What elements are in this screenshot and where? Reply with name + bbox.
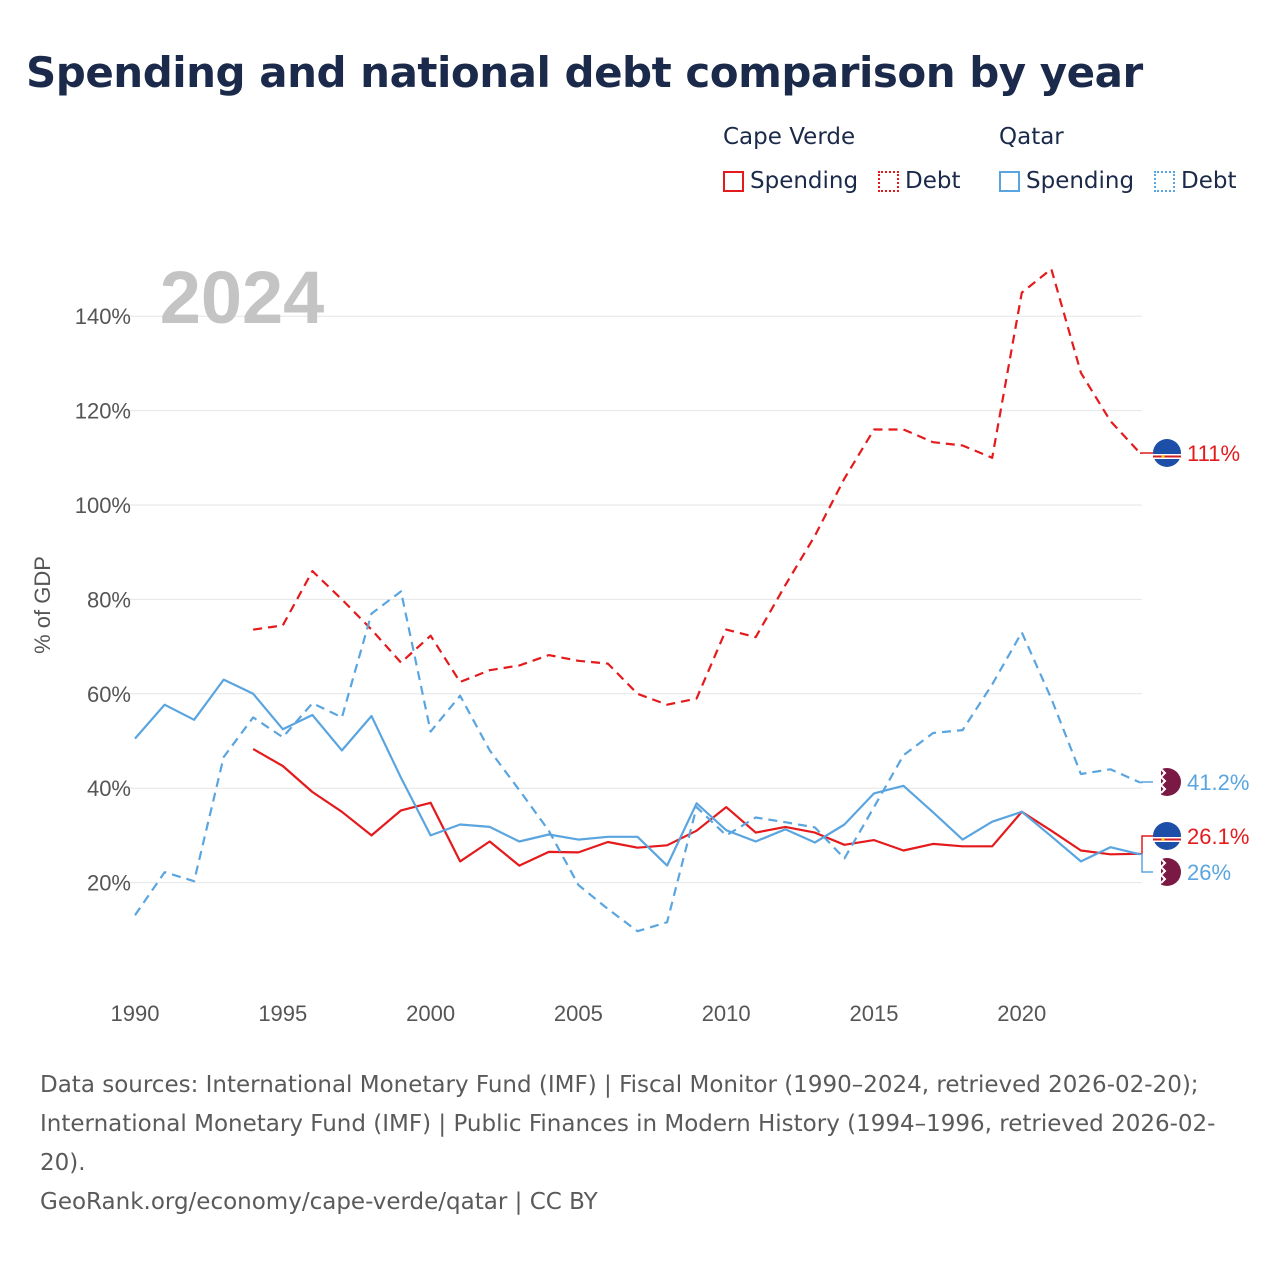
- end-value-label: 41.2%: [1187, 770, 1249, 795]
- x-tick-label: 1995: [258, 1001, 307, 1026]
- cape-verde-flag-icon: [1153, 822, 1181, 850]
- year-watermark: 2024: [160, 256, 325, 339]
- y-tick-label: 60%: [87, 682, 131, 707]
- end-value-label: 111%: [1187, 441, 1240, 466]
- legend-label: Spending: [1026, 168, 1135, 194]
- series: [134, 267, 1141, 933]
- end-labels: 111% 41.2% 26.1% 26%: [1140, 439, 1249, 886]
- x-axis-ticks: 1990 1995 2000 2005 2010 2015 2020: [111, 1001, 1047, 1026]
- gridlines: [128, 315, 1142, 884]
- cape-verde-flag-icon: [1153, 439, 1181, 467]
- series-line-qatar-spending[interactable]: [134, 678, 1141, 867]
- y-tick-label: 100%: [75, 493, 131, 518]
- y-tick-label: 120%: [75, 399, 131, 424]
- x-tick-label: 2005: [554, 1001, 603, 1026]
- legend-label: Debt: [905, 168, 961, 194]
- y-tick-label: 40%: [87, 776, 131, 801]
- y-tick-label: 20%: [87, 871, 131, 896]
- footer: Data sources: International Monetary Fun…: [40, 1066, 1240, 1222]
- legend-item-cape-verde-spending[interactable]: Spending: [723, 168, 858, 194]
- x-tick-label: 1990: [111, 1001, 160, 1026]
- series-line-qatar-debt[interactable]: [134, 590, 1141, 933]
- qatar-flag-icon: [1153, 768, 1181, 796]
- y-tick-label: 140%: [75, 304, 131, 329]
- end-value-label: 26.1%: [1187, 824, 1249, 849]
- x-tick-label: 2015: [849, 1001, 898, 1026]
- y-axis-label: % of GDP: [30, 556, 55, 654]
- legend-item-cape-verde-debt[interactable]: Debt: [878, 168, 960, 194]
- x-tick-label: 2020: [997, 1001, 1046, 1026]
- data-sources: Data sources: International Monetary Fun…: [40, 1072, 1216, 1176]
- series-line-cape-verde-spending[interactable]: [252, 748, 1141, 867]
- line-chart: 2024 20% 40% 60% 80% 100% 120% 140% 1990 1995 20…: [30, 256, 1249, 1026]
- x-tick-label: 2000: [406, 1001, 455, 1026]
- legend-swatch-solid: [723, 170, 744, 192]
- end-value-label: 26%: [1187, 860, 1231, 885]
- y-tick-label: 80%: [87, 587, 131, 612]
- series-line-cape-verde-debt[interactable]: [253, 267, 1141, 706]
- legend-swatch-dotted: [878, 170, 899, 192]
- legend-group-qatar: Qatar: [999, 124, 1064, 150]
- end-label-connector: [1140, 835, 1153, 855]
- legend-label: Debt: [1181, 168, 1237, 194]
- qatar-flag-icon: [1153, 858, 1181, 886]
- legend-label: Spending: [750, 168, 859, 194]
- credit-link[interactable]: GeoRank.org/economy/cape-verde/qatar | C…: [40, 1189, 598, 1215]
- legend-group-cape-verde: Cape Verde: [723, 124, 856, 150]
- legend-swatch-dotted: [1154, 170, 1175, 192]
- legend-item-qatar-spending[interactable]: Spending: [999, 168, 1134, 194]
- legend-swatch-solid: [999, 170, 1020, 192]
- x-tick-label: 2010: [702, 1001, 751, 1026]
- y-axis-ticks: 20% 40% 60% 80% 100% 120% 140%: [75, 304, 131, 895]
- legend-item-qatar-debt[interactable]: Debt: [1154, 168, 1236, 194]
- end-label-connector: [1140, 853, 1153, 873]
- chart-title: Spending and national debt comparison by…: [26, 48, 1143, 97]
- end-label-connector: [1140, 781, 1153, 784]
